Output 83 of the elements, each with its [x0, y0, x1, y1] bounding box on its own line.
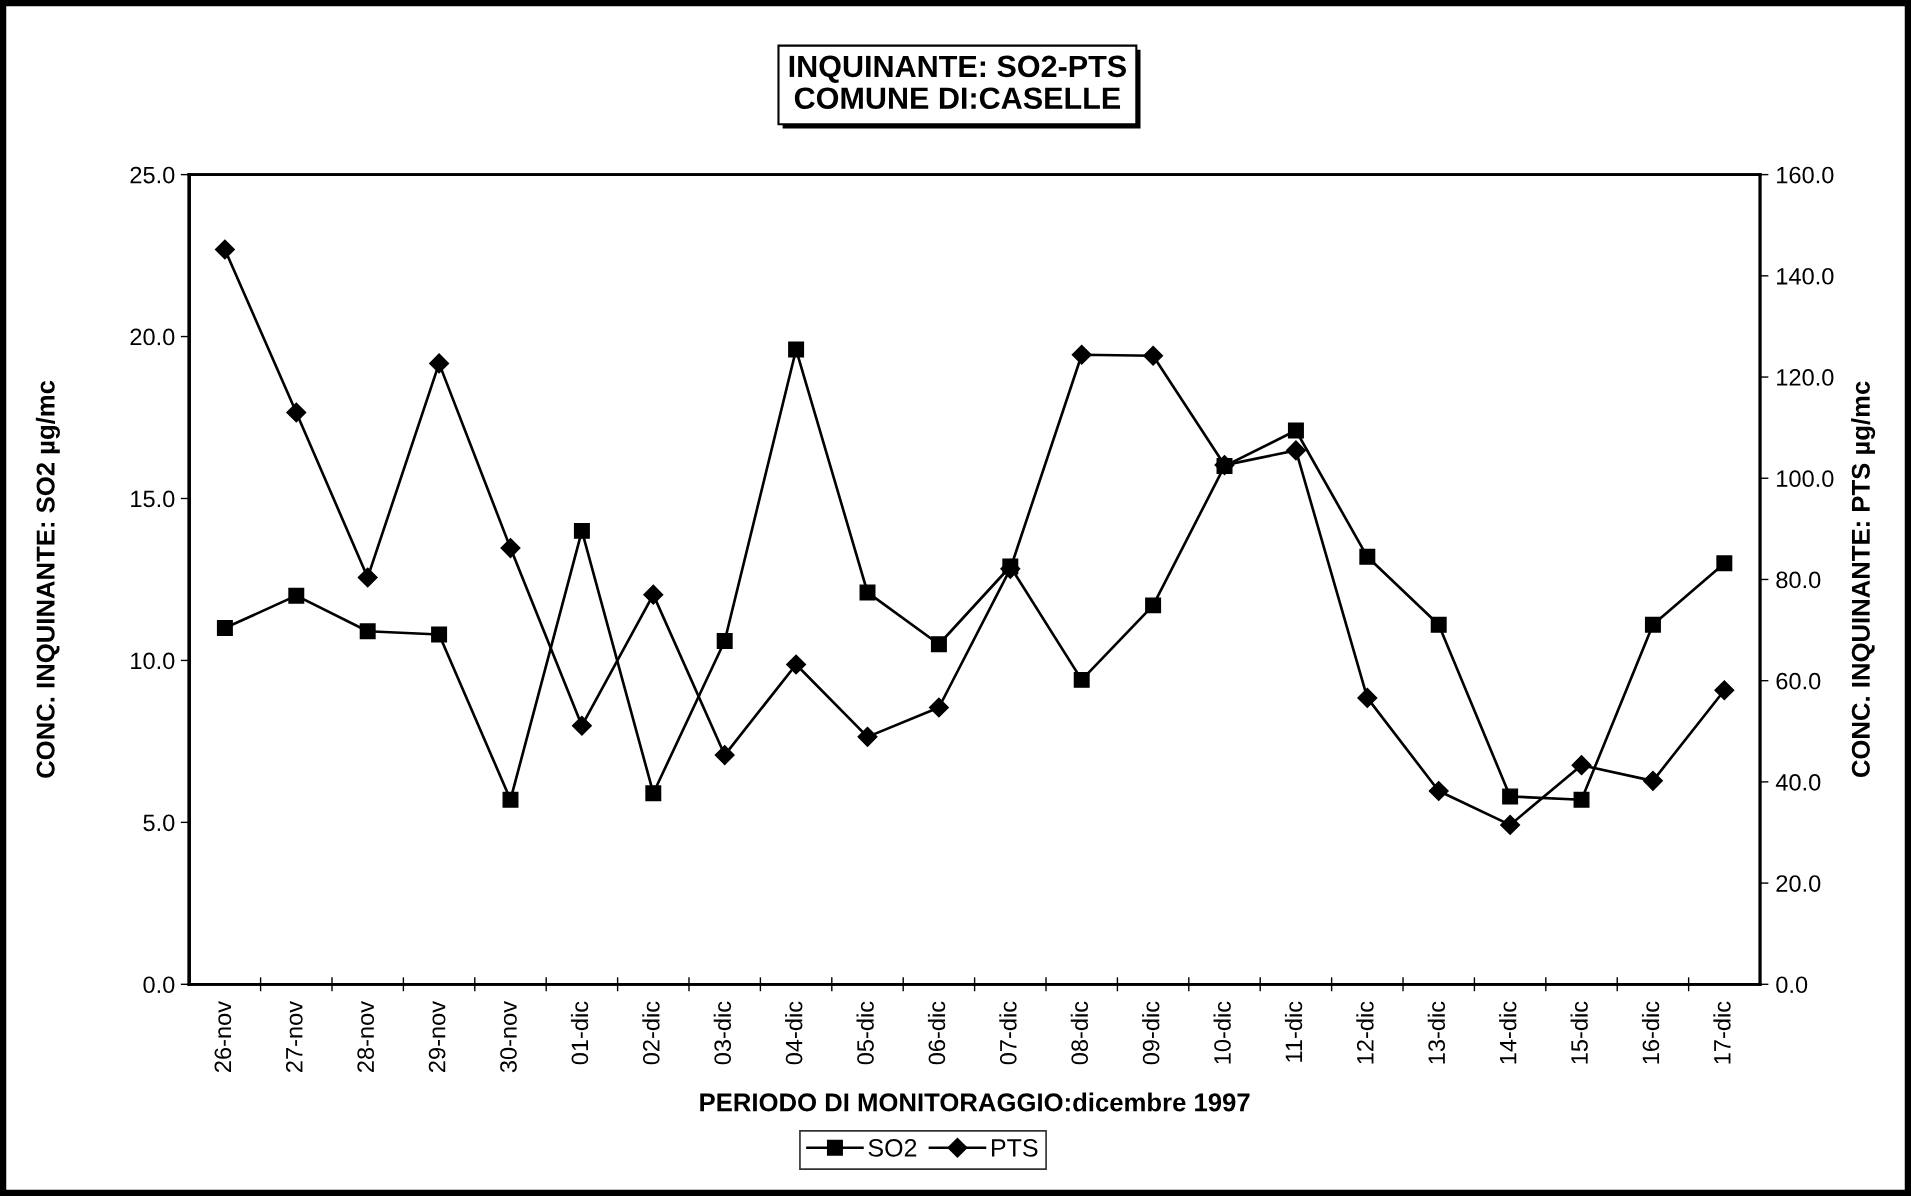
- x-tick-label: 28-nov: [357, 1001, 375, 1072]
- x-tick-label: 10-dic: [1213, 1001, 1231, 1064]
- x-tick-label: 01-dic: [570, 1001, 589, 1065]
- x-tick-label: 02-dic: [642, 1001, 660, 1065]
- y2-tick-label: 80.0: [1776, 571, 1821, 589]
- x-tick-label: 04-dic: [785, 1001, 803, 1065]
- y-tick-label: 25.0: [130, 166, 175, 184]
- point: [1500, 814, 1521, 835]
- x-tick-label: 07-dic: [999, 1001, 1017, 1065]
- x-tick-label: 15-dic: [1570, 1001, 1588, 1064]
- point: [1359, 548, 1376, 565]
- x-tick-label: 08-dic: [1070, 1001, 1089, 1065]
- point: [286, 402, 307, 423]
- point: [930, 636, 947, 653]
- point: [645, 785, 662, 802]
- x-tick-label: 16-dic: [1641, 1001, 1660, 1064]
- point: [573, 522, 590, 539]
- x-tick-label: 09-dic: [1142, 1001, 1160, 1065]
- x-tick-label: 30-nov: [500, 1001, 517, 1073]
- x-axis-title: PERIODO DI MONITORAGGIO:dicembre 1997: [700, 1092, 1250, 1112]
- x-tick-label: 14-dic: [1499, 1001, 1517, 1064]
- point: [1073, 671, 1090, 688]
- x-tick-label: 12-dic: [1356, 1001, 1374, 1064]
- point: [214, 239, 235, 260]
- y2-tick-label: 160.0: [1777, 166, 1834, 184]
- point: [1145, 597, 1162, 614]
- y-tick-label: 5.0: [143, 814, 175, 832]
- legend-label: SO2: [868, 1139, 917, 1157]
- point: [1287, 422, 1304, 439]
- x-tick-label: 27-nov: [285, 1001, 303, 1072]
- point: [716, 633, 733, 649]
- point: [1642, 770, 1663, 791]
- point: [859, 584, 876, 601]
- legend-label: PTS: [992, 1139, 1038, 1157]
- y-axis-title: CONC. INQUINANTE: SO2 µg/mc: [35, 380, 60, 778]
- y2-tick-label: 60.0: [1776, 672, 1821, 690]
- y2-tick-label: 20.0: [1776, 875, 1821, 892]
- y2-tick-label: 120.0: [1777, 369, 1834, 386]
- point: [1428, 780, 1449, 802]
- point: [431, 626, 448, 643]
- point: [1071, 344, 1092, 365]
- point: [288, 587, 305, 604]
- y-tick-label: 0.0: [143, 976, 175, 994]
- point: [786, 654, 807, 675]
- chart-title: INQUINANTE: SO2-PTS COMUNE DI:CASELLE: [789, 55, 1126, 110]
- point: [429, 353, 450, 374]
- point: [788, 341, 805, 358]
- point: [571, 715, 592, 736]
- x-tick-label: 13-dic: [1427, 1001, 1446, 1064]
- y-tick-label: 20.0: [130, 328, 175, 346]
- x-tick-label: 17-dic: [1713, 1001, 1731, 1064]
- y-tick-label: 15.0: [131, 490, 175, 508]
- point: [1285, 440, 1306, 461]
- point: [1571, 755, 1592, 776]
- point: [1716, 555, 1733, 572]
- x-tick-label: 26-nov: [214, 1001, 232, 1072]
- point: [1573, 791, 1590, 808]
- point: [1143, 345, 1164, 366]
- point: [502, 791, 519, 808]
- point: [1357, 687, 1378, 708]
- point: [359, 623, 376, 640]
- x-tick-label: 11-dic: [1284, 1001, 1303, 1062]
- point: [928, 697, 949, 718]
- point: [1502, 788, 1519, 805]
- x-tick-label: 05-dic: [856, 1001, 874, 1065]
- y2-tick-label: 100.0: [1777, 470, 1834, 488]
- y-tick-label: 10.0: [131, 652, 175, 670]
- x-tick-label: 06-dic: [927, 1001, 946, 1065]
- point: [216, 620, 233, 637]
- x-tick-label: 03-dic: [713, 1001, 732, 1065]
- x-tick-label: 29-nov: [428, 1001, 446, 1072]
- point: [357, 567, 378, 588]
- y2-tick-label: 40.0: [1775, 773, 1821, 791]
- y2-axis-title: CONC. INQUINANTE: PTS µg/mc: [1851, 381, 1876, 778]
- point: [643, 584, 664, 605]
- point: [1644, 616, 1661, 633]
- point: [500, 538, 521, 559]
- point: [714, 745, 735, 766]
- point: [1430, 616, 1447, 633]
- point: [857, 726, 878, 747]
- point: [1714, 680, 1735, 701]
- y2-tick-label: 140.0: [1777, 267, 1834, 285]
- y2-tick-label: 0.0: [1776, 976, 1808, 994]
